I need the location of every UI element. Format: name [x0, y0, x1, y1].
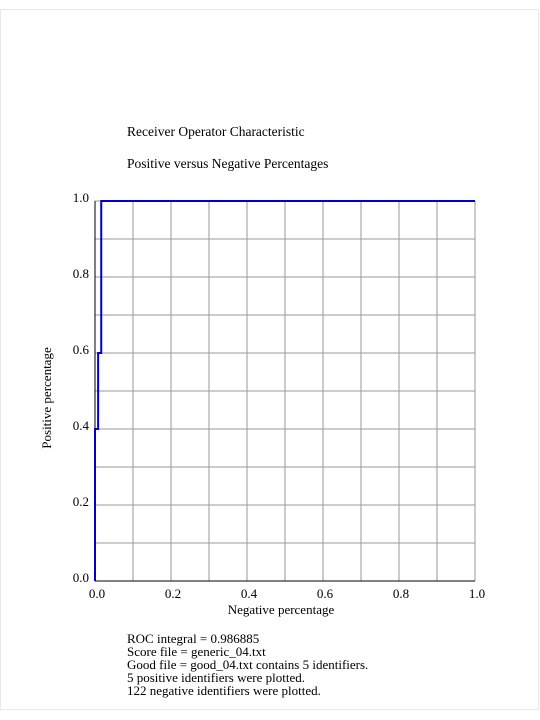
score-file-line: Score file = generic_04.txt: [127, 644, 266, 659]
chart-title: Receiver Operator Characteristic: [127, 124, 305, 139]
series: [94, 200, 475, 581]
negative-count-line: 122 negative identifiers were plotted.: [127, 683, 321, 698]
y-tick-label: 0.6: [73, 342, 90, 357]
y-axis-label: Positive percentage: [39, 347, 54, 449]
x-tick-label: 0.4: [241, 586, 258, 601]
positive-count-line: 5 positive identifiers were plotted.: [127, 670, 305, 685]
y-tick-label: 0.8: [73, 266, 89, 281]
x-tick-label: 0.2: [165, 586, 181, 601]
page-frame: [0, 9, 539, 710]
summary-text: ROC integral = 0.986885 Score file = gen…: [127, 632, 368, 697]
chart-subtitle: Positive versus Negative Percentages: [127, 156, 329, 171]
good-file-line: Good file = good_04.txt contains 5 ident…: [127, 657, 369, 672]
x-tick-label: 0.6: [317, 586, 334, 601]
roc-integral-line: ROC integral = 0.986885: [127, 631, 260, 646]
y-tick-label: 0.0: [73, 570, 89, 585]
roc-curve: [94, 200, 475, 581]
y-tick-label: 1.0: [73, 190, 89, 205]
x-tick-label: 0.0: [89, 586, 105, 601]
y-tick-label: 0.2: [73, 494, 89, 509]
tick-labels: 0.0 0.2 0.4 0.6 0.8 1.0 0.0 0.2 0.4 0.6 0.8 1.0: [73, 190, 485, 601]
y-tick-label: 0.4: [73, 418, 90, 433]
x-axis-label: Negative percentage: [228, 602, 335, 617]
x-tick-label: 0.8: [393, 586, 409, 601]
grid: [94, 200, 476, 582]
x-tick-label: 1.0: [469, 586, 485, 601]
